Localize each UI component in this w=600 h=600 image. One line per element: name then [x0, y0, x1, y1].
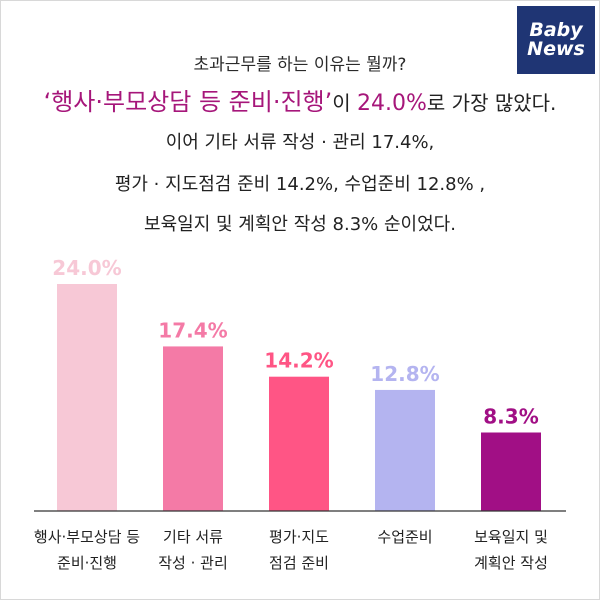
bar-4	[375, 389, 435, 511]
category-label-3-line-1: 평가·지도	[269, 528, 329, 546]
bar-2	[163, 346, 223, 511]
value-label-5: 8.3%	[483, 404, 538, 428]
headline-highlight: 행사·부모상담 등 준비·진행	[51, 88, 325, 116]
value-label-3: 14.2%	[264, 349, 333, 373]
category-label-4-line-1: 수업준비	[377, 528, 433, 546]
logo-line2: News	[527, 38, 585, 60]
value-label-4: 12.8%	[370, 362, 439, 386]
bar-1	[57, 284, 117, 511]
headline-quote-open: ‘	[43, 88, 52, 116]
bar-3	[269, 376, 329, 511]
category-label-2-line-1: 기타 서류	[163, 528, 223, 546]
category-label-4: 수업준비	[345, 524, 465, 550]
category-label-5-line-1: 보육일지 및	[474, 528, 548, 546]
category-label-1-line-1: 행사·부모상담 등	[33, 528, 141, 546]
headline-end: 로 가장 많았다.	[426, 91, 557, 115]
bar-group: 24.0% 17.4% 14.2% 12.8% 8.3%	[52, 256, 541, 511]
category-label-5-line-2: 계획안 작성	[474, 554, 548, 572]
value-label-2: 17.4%	[158, 318, 227, 342]
bar-chart: 24.0% 17.4% 14.2% 12.8% 8.3%	[34, 256, 566, 512]
value-label-1: 24.0%	[52, 256, 121, 280]
bar-5	[481, 432, 541, 511]
headline-percent: 24.0%	[357, 91, 427, 116]
question-heading: 초과근무를 하는 이유는 뭘까?	[193, 55, 407, 75]
main-headline: ‘행사·부모상담 등 준비·진행’이 24.0%로 가장 많았다.	[0, 82, 600, 117]
babynews-logo: Baby News	[517, 6, 595, 74]
category-label-2-line-2: 작성 · 관리	[158, 554, 228, 572]
summary-line-3: 보육일지 및 계획안 작성 8.3% 순이었다.	[144, 214, 456, 235]
headline-mid: 이	[332, 91, 358, 115]
category-label-3-line-2: 점검 준비	[269, 554, 329, 572]
category-label-1-line-2: 준비·진행	[57, 554, 117, 572]
summary-line-2: 평가 · 지도점검 준비 14.2%, 수업준비 12.8% ,	[114, 174, 486, 195]
headline-quote-close: ’	[324, 88, 333, 116]
logo-line1: Baby	[529, 19, 583, 41]
summary-line-1: 이어 기타 서류 작성 · 관리 17.4%,	[165, 132, 435, 153]
